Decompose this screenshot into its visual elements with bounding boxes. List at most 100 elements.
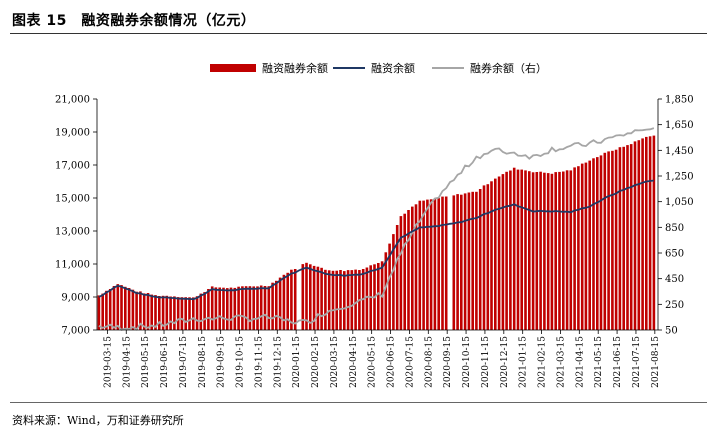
x-tick-label: 2020-05-15 [368,336,378,388]
bar-margin-total [210,286,214,330]
bar-margin-total [607,151,610,330]
bar-margin-total [588,160,591,330]
bar-margin-total [626,145,629,330]
bar-margin-total [648,136,652,330]
x-tick-label: 2020-01-15 [292,336,302,388]
bar-margin-total [214,287,218,330]
x-tick-label: 2019-09-15 [217,336,227,388]
bar-margin-total [422,200,425,330]
bar-margin-total [652,135,656,330]
bar-margin-total [263,286,267,330]
bar-margin-total [259,285,263,330]
bar-margin-total [596,157,599,330]
bar-margin-total [399,216,403,330]
bar-margin-total [444,196,448,330]
bar-margin-total [629,144,633,330]
bar-margin-total [403,213,406,330]
bar-margin-total [512,167,516,330]
bar-margin-total [603,152,607,330]
bar-margin-total [233,287,237,330]
bar-margin-total [494,178,497,330]
bar-margin-total [622,146,625,330]
figure-footer: 资料来源：Wind，万和证券研究所 [10,402,707,432]
y-right-tick-label: 450 [665,274,684,285]
bar-margin-total [252,286,255,330]
bar-margin-total [218,287,221,330]
x-tick-label: 2021-06-15 [613,336,623,388]
bar-margin-total [120,285,123,330]
bar-margin-total [497,176,501,330]
bar-margin-total [509,170,512,330]
bar-margin-total [392,234,395,330]
bar-margin-total [592,158,595,330]
y-left-tick-label: 7,000 [61,326,90,337]
bar-margin-total [531,172,535,330]
legend-swatch-financing-line [333,67,365,69]
bar-margin-total [248,286,252,330]
bar-margin-total [108,289,112,330]
bar-margin-total [142,293,146,330]
bar-margin-total [486,184,490,330]
bar-margin-total [562,171,565,330]
x-tick-label: 2020-07-15 [405,336,415,388]
bar-margin-total [543,172,546,330]
bar-margin-total [278,277,282,330]
bar-margin-total [229,287,233,330]
bar-margin-total [135,291,138,330]
bar-margin-total [388,243,391,330]
line-securities-balance [98,127,655,331]
y-right-tick-label: 1,250 [665,172,694,183]
bar-margin-total [335,270,338,330]
bar-margin-total [354,269,357,330]
title-divider [10,33,707,34]
x-tick-label: 2021-01-15 [519,336,529,388]
bar-margin-total [456,194,459,330]
bar-margin-total [124,286,127,330]
bar-margin-total [550,173,554,330]
bar-margin-total [411,206,414,330]
bar-margin-total [256,286,259,330]
bar-margin-total [241,286,244,330]
bar-margin-total [641,138,644,330]
y-right-tick-label: 250 [665,300,684,311]
bar-margin-total [426,199,429,330]
y-right-tick-label: 1,650 [665,120,694,131]
y-left-tick-label: 9,000 [61,293,90,304]
legend-label-margin-total: 融资融券余额 [262,62,328,75]
x-tick-label: 2021-02-15 [538,336,548,388]
x-tick-label: 2021-04-15 [575,336,585,388]
chart-legend: 融资融券余额 融资余额 融券余额（右） [0,58,717,80]
bar-margin-total [207,289,210,330]
bar-margin-total [286,272,289,330]
bar-margin-total [558,171,561,330]
bar-margin-total [569,170,573,330]
x-tick-label: 2020-10-15 [462,336,472,388]
bar-margin-total [169,296,172,330]
bar-margin-total [271,282,274,330]
bar-margin-total [176,297,180,330]
x-tick-label: 2019-07-15 [179,336,189,388]
x-tick-label: 2020-11-15 [481,336,491,388]
y-right-tick-label: 850 [665,223,684,234]
bar-margin-total [305,262,308,330]
bar-margin-total [573,167,576,330]
bar-margin-total [244,286,248,330]
bar-margin-total [490,181,493,330]
bar-margin-total [139,291,142,330]
source-note: 资料来源：Wind，万和证券研究所 [12,414,184,427]
legend-label-financing: 融资余额 [371,62,415,75]
bar-margin-total [180,297,184,330]
bar-series-margin-total [97,135,656,330]
bar-margin-total [97,295,101,330]
bar-margin-total [146,293,150,330]
bar-margin-total [150,294,153,330]
bar-margin-total [320,267,323,330]
bar-margin-total [441,196,444,330]
x-tick-label: 2020-02-15 [311,336,321,388]
figure-title-bar: 图表 15 融资融券余额情况（亿元） [10,6,707,34]
bar-margin-total [282,274,286,330]
bar-margin-total [452,195,456,330]
legend-swatch-securities-line [432,67,464,69]
legend-item-financing: 融资余额 [333,60,415,76]
bar-margin-total [331,270,335,330]
